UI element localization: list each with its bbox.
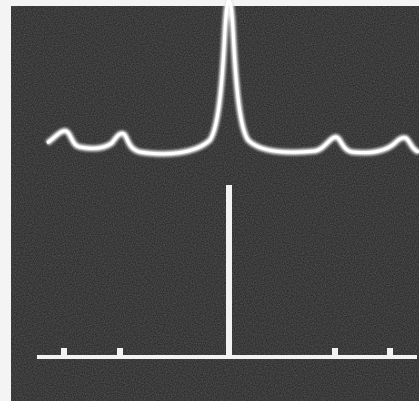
minor-stick xyxy=(332,348,338,357)
minor-stick xyxy=(387,348,393,357)
minor-stick xyxy=(61,348,67,357)
screen-grain xyxy=(11,6,419,401)
main-stick xyxy=(226,185,232,357)
oscilloscope-photo xyxy=(0,0,419,401)
page xyxy=(0,0,419,401)
minor-stick xyxy=(117,348,123,357)
